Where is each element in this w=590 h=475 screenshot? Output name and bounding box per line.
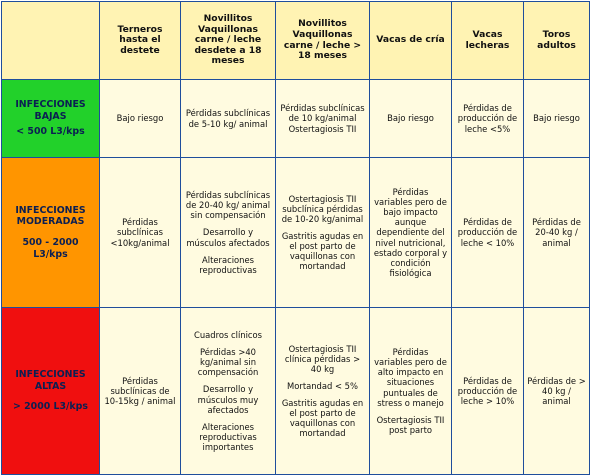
table-cell: Pérdidas de 20-40 kg / animal (523, 157, 590, 308)
table-cell: Cuadros clínicos Pérdidas >40 kg/animal … (180, 307, 276, 475)
header-vacas-cria: Vacas de cría (369, 1, 452, 80)
table-cell: Ostertagiosis TII clínica pérdidas > 40 … (275, 307, 370, 475)
cell-text: Pérdidas variables pero de alto impacto … (374, 347, 447, 408)
cell-text: Alteraciones reproductivas importantes (199, 421, 257, 452)
cell-text: Bajo riesgo (533, 113, 580, 124)
header-novillitos-hasta-18: Novillitos Vaquillonas carne / leche des… (180, 1, 276, 80)
cell-text: Pérdidas subclínicas de 10 kg/animal Ost… (280, 103, 365, 134)
cell-text: Desarrollo y músculos afectados (186, 227, 270, 248)
cell-text: Pérdidas de producción de leche > 10% (457, 375, 518, 407)
cell-text: Pérdidas subclínicas de 20-40 kg/ animal… (185, 190, 271, 221)
cell-text: Gastritis agudas en el post parto de vaq… (281, 230, 364, 272)
cell-text: Ostertagiosis TII post parto (376, 414, 445, 435)
cell-text: Mortandad < 5% (287, 380, 358, 391)
table-cell: Ostertagiosis TII subclínica pérdidas de… (275, 157, 370, 308)
cell-text: Pérdidas subclínicas de 5-10 kg/ animal (185, 108, 271, 129)
table-cell: Pérdidas de producción de leche <5% (451, 79, 524, 158)
header-vacas-lecheras: Vacas lecheras (451, 1, 524, 80)
table-cell: Pérdidas de producción de leche > 10% (451, 307, 524, 475)
cell-text: Alteraciones reproductivas (199, 254, 257, 275)
cell-text: Pérdidas de > 40 kg / animal (527, 375, 586, 407)
category-title: INFECCIONES MODERADAS (15, 204, 86, 228)
table-row-altas: INFECCIONES ALTAS > 2000 L3/kps Pérdidas… (1, 307, 590, 475)
table-cell: Pérdidas subclínicas de 10 kg/animal Ost… (275, 79, 370, 158)
cell-text: Pérdidas variables pero de bajo impacto … (373, 187, 448, 278)
category-range: < 500 L3/kps (16, 125, 85, 137)
cell-text: Ostertagiosis TII subclínica pérdidas de… (281, 193, 364, 224)
table-cell: Pérdidas subclínicas de 20-40 kg/ animal… (180, 157, 276, 308)
category-cell-altas: INFECCIONES ALTAS > 2000 L3/kps (1, 307, 100, 475)
table-cell: Pérdidas de producción de leche < 10% (451, 157, 524, 308)
cell-text: Cuadros clínicos (194, 330, 262, 341)
cell-text: Bajo riesgo (387, 113, 434, 124)
header-corner (1, 1, 100, 80)
table-cell: Pérdidas subclínicas de 5-10 kg/ animal (180, 79, 276, 158)
category-cell-moderadas: INFECCIONES MODERADAS 500 - 2000 L3/kps (1, 157, 100, 308)
category-cell-bajas: INFECCIONES BAJAS < 500 L3/kps (1, 79, 100, 158)
cell-text: Pérdidas subclínicas <10kg/animal (110, 217, 170, 248)
header-row: Terneros hasta el destete Novillitos Vaq… (1, 1, 590, 80)
table-cell: Bajo riesgo (369, 79, 452, 158)
category-range: 500 - 2000 L3/kps (22, 237, 79, 260)
cell-text: Desarrollo y músculos muy afectados (197, 384, 259, 415)
table-cell: Pérdidas subclínicas <10kg/animal (99, 157, 181, 308)
cell-text: Gastritis agudas en el post parto de vaq… (281, 398, 364, 439)
header-toros-adultos: Toros adultos (523, 1, 590, 80)
header-terneros: Terneros hasta el destete (99, 1, 181, 80)
cell-text: Pérdidas >40 kg/animal sin compensación (197, 347, 259, 378)
table-row-moderadas: INFECCIONES MODERADAS 500 - 2000 L3/kps … (1, 157, 590, 308)
table-row-bajas: INFECCIONES BAJAS < 500 L3/kps Bajo ries… (1, 79, 590, 158)
cell-text: Pérdidas subclínicas de 10-15kg / animal (104, 375, 176, 407)
table-cell: Bajo riesgo (99, 79, 181, 158)
table-cell: Bajo riesgo (523, 79, 590, 158)
table-cell: Pérdidas subclínicas de 10-15kg / animal (99, 307, 181, 475)
table-cell: Pérdidas de > 40 kg / animal (523, 307, 590, 475)
category-range: > 2000 L3/kps (13, 401, 88, 413)
cell-text: Ostertagiosis TII clínica pérdidas > 40 … (284, 343, 361, 374)
category-title: INFECCIONES BAJAS (15, 99, 86, 123)
category-title: INFECCIONES ALTAS (15, 368, 86, 392)
cell-text: Pérdidas de producción de leche < 10% (457, 217, 518, 248)
cell-text: Bajo riesgo (116, 113, 164, 124)
table-cell: Pérdidas variables pero de bajo impacto … (369, 157, 452, 308)
header-novillitos-mas-18: Novillitos Vaquillonas carne / leche > 1… (275, 1, 370, 80)
table-cell: Pérdidas variables pero de alto impacto … (369, 307, 452, 475)
cell-text: Pérdidas de 20-40 kg / animal (532, 217, 581, 248)
cell-text: Pérdidas de producción de leche <5% (457, 103, 518, 134)
